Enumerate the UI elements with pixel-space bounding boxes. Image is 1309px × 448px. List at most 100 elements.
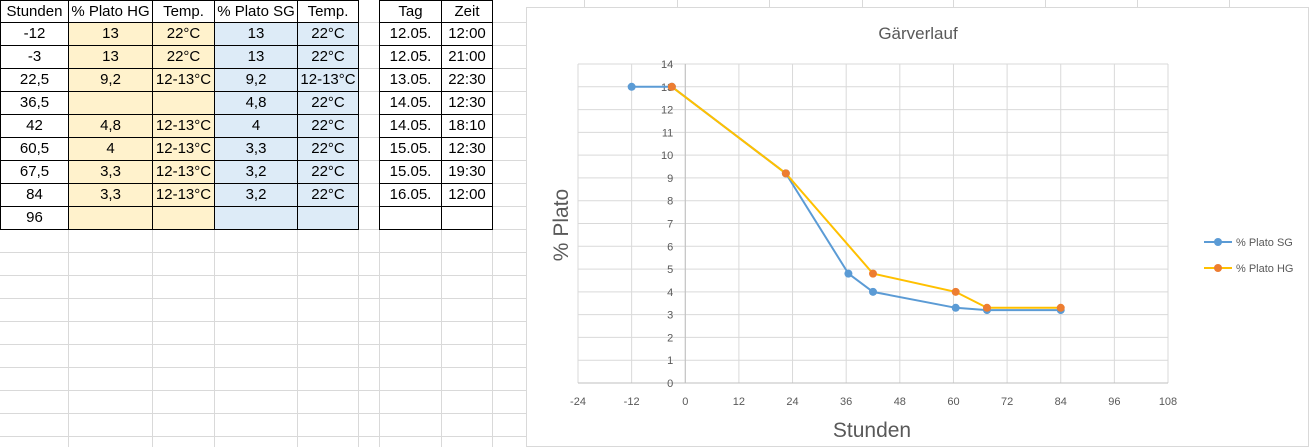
table1-cell[interactable]: 9,2 xyxy=(69,69,153,92)
data-point xyxy=(869,287,877,296)
data-point xyxy=(982,303,991,312)
table2-cell[interactable]: 12.05. xyxy=(379,46,442,69)
table1-cell[interactable] xyxy=(153,92,215,115)
table2-cell[interactable]: 12:00 xyxy=(442,23,493,46)
y-tick-label: 7 xyxy=(667,219,673,231)
table2-cell[interactable]: 19:30 xyxy=(442,161,493,184)
table1-cell[interactable]: 67,5 xyxy=(0,161,69,184)
y-tick-label: 9 xyxy=(667,173,673,185)
table1-cell[interactable] xyxy=(215,207,298,230)
table1-cell[interactable]: 13 xyxy=(215,23,298,46)
table1-cell[interactable]: 22°C xyxy=(298,161,359,184)
y-tick-label: 0 xyxy=(667,378,673,390)
table1-cell[interactable]: 22°C xyxy=(298,92,359,115)
table2-cell[interactable]: 12.05. xyxy=(379,23,442,46)
table1-cell[interactable]: 12-13°C xyxy=(153,138,215,161)
table1-cell[interactable]: 3,2 xyxy=(215,161,298,184)
x-tick-label: 24 xyxy=(786,396,798,408)
y-tick-label: 8 xyxy=(667,196,673,208)
table1-cell[interactable]: 22°C xyxy=(153,23,215,46)
table1-cell[interactable]: 12-13°C xyxy=(153,161,215,184)
table1-header-cell[interactable]: % Plato SG xyxy=(215,0,298,23)
table1-cell[interactable]: 22°C xyxy=(298,184,359,207)
table1-cell[interactable] xyxy=(153,207,215,230)
table1-cell[interactable]: 22°C xyxy=(298,138,359,161)
table1-cell[interactable]: 22,5 xyxy=(0,69,69,92)
table2-header-cell[interactable]: Tag xyxy=(379,0,442,23)
table1-cell[interactable]: 12-13°C xyxy=(153,115,215,138)
table1-cell[interactable]: 84 xyxy=(0,184,69,207)
data-point xyxy=(869,269,877,278)
table1-cell[interactable]: 22°C xyxy=(153,46,215,69)
x-tick-label: 96 xyxy=(1108,396,1120,408)
table1-cell[interactable]: 4,8 xyxy=(215,92,298,115)
legend-label: % Plato HG xyxy=(1236,263,1293,275)
x-tick-label: 60 xyxy=(947,396,959,408)
table1-cell[interactable]: 13 xyxy=(69,23,153,46)
data-point xyxy=(627,82,636,91)
table1-header-cell[interactable]: Temp. xyxy=(153,0,215,23)
table1-cell[interactable]: 3,3 xyxy=(69,161,153,184)
chart-area[interactable]: 0 1 2 3 4 5 6 7 8 9 10 11 12 13 14 -24 -12 0 12 24 36 48 60 72 8… xyxy=(526,7,1309,447)
y-tick-label: 6 xyxy=(667,241,673,253)
table1-cell[interactable]: -12 xyxy=(0,23,69,46)
table1-cell[interactable]: 36,5 xyxy=(0,92,69,115)
y-tick-label: 3 xyxy=(667,310,673,322)
chart-title: Gärverlauf xyxy=(878,24,958,43)
table2-cell[interactable] xyxy=(379,207,442,230)
table1-cell[interactable]: 22°C xyxy=(298,23,359,46)
y-tick-label: 10 xyxy=(661,150,673,162)
table1-cell[interactable]: 12-13°C xyxy=(153,69,215,92)
table2-cell[interactable] xyxy=(442,207,493,230)
table1-header-cell[interactable]: % Plato HG xyxy=(69,0,153,23)
x-tick-label: 12 xyxy=(733,396,745,408)
table1-cell[interactable] xyxy=(69,92,153,115)
y-tick-label: 11 xyxy=(662,127,673,139)
table2-cell[interactable]: 15.05. xyxy=(379,161,442,184)
table1-cell[interactable]: 3,2 xyxy=(215,184,298,207)
table1-cell[interactable]: 4 xyxy=(69,138,153,161)
table1-cell[interactable]: 12-13°C xyxy=(298,69,359,92)
data-point xyxy=(951,303,960,312)
data-point xyxy=(844,269,853,278)
data-point xyxy=(1056,303,1065,312)
table1-cell[interactable]: 4 xyxy=(215,115,298,138)
y-tick-label: 5 xyxy=(667,264,673,276)
table1-header-cell[interactable]: Temp. xyxy=(298,0,359,23)
table1-header-cell[interactable]: Stunden xyxy=(0,0,69,23)
table2-cell[interactable]: 12:00 xyxy=(442,184,493,207)
x-tick-label: -24 xyxy=(570,396,586,408)
legend-marker xyxy=(1214,238,1222,246)
table1-cell[interactable]: 22°C xyxy=(298,46,359,69)
table2-cell[interactable]: 16.05. xyxy=(379,184,442,207)
table2-cell[interactable]: 14.05. xyxy=(379,115,442,138)
table2-cell[interactable]: 21:00 xyxy=(442,46,493,69)
y-tick-label: 12 xyxy=(661,105,673,117)
table1-cell[interactable]: -3 xyxy=(0,46,69,69)
x-tick-label: 36 xyxy=(840,396,852,408)
table1-cell[interactable]: 60,5 xyxy=(0,138,69,161)
table1-cell[interactable]: 9,2 xyxy=(215,69,298,92)
table1-cell[interactable]: 4,8 xyxy=(69,115,153,138)
table2-cell[interactable]: 12:30 xyxy=(442,92,493,115)
data-point xyxy=(667,82,676,91)
table1-cell[interactable] xyxy=(69,207,153,230)
table2-cell[interactable]: 14.05. xyxy=(379,92,442,115)
table1-cell[interactable]: 13 xyxy=(69,46,153,69)
table1-cell[interactable]: 13 xyxy=(215,46,298,69)
table1-cell[interactable]: 12-13°C xyxy=(153,184,215,207)
table1-cell[interactable]: 3,3 xyxy=(215,138,298,161)
table1-cell[interactable]: 42 xyxy=(0,115,69,138)
table1-cell[interactable]: 96 xyxy=(0,207,69,230)
table2-header-cell[interactable]: Zeit xyxy=(442,0,493,23)
table1-cell[interactable] xyxy=(298,207,359,230)
table2-cell[interactable]: 18:10 xyxy=(442,115,493,138)
table1-cell[interactable]: 3,3 xyxy=(69,184,153,207)
table2-cell[interactable]: 15.05. xyxy=(379,138,442,161)
table2-cell[interactable]: 12:30 xyxy=(442,138,493,161)
series-line xyxy=(671,86,1061,309)
table1-cell[interactable]: 22°C xyxy=(298,115,359,138)
table2-cell[interactable]: 13.05. xyxy=(379,69,442,92)
table2-cell[interactable]: 22:30 xyxy=(442,69,493,92)
